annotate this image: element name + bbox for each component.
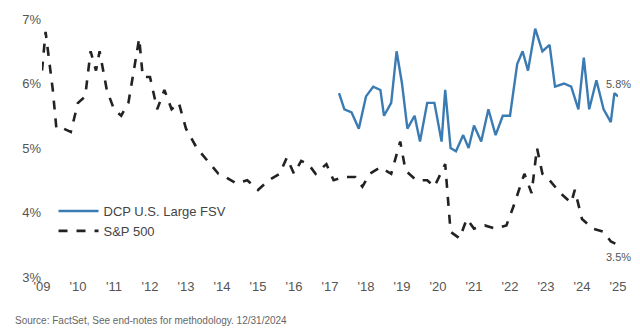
svg-text:'14: '14 [214,279,231,294]
svg-text:DCP U.S. Large FSV: DCP U.S. Large FSV [104,204,226,219]
svg-text:'12: '12 [142,279,159,294]
svg-text:'21: '21 [466,279,483,294]
svg-text:5.8%: 5.8% [606,78,631,90]
svg-text:'16: '16 [286,279,303,294]
svg-text:'24: '24 [574,279,591,294]
svg-text:'19: '19 [394,279,411,294]
svg-text:'23: '23 [538,279,555,294]
svg-text:7%: 7% [22,12,41,27]
svg-text:'17: '17 [322,279,339,294]
svg-text:3.5%: 3.5% [606,251,631,263]
svg-text:'25: '25 [610,279,627,294]
svg-text:Source: FactSet, See end-notes: Source: FactSet, See end-notes for metho… [15,315,287,326]
svg-text:'18: '18 [358,279,375,294]
svg-text:'15: '15 [250,279,267,294]
svg-text:'11: '11 [106,279,122,294]
svg-text:4%: 4% [22,205,41,220]
svg-text:3%: 3% [22,270,41,285]
svg-text:'09: '09 [34,279,51,294]
svg-text:6%: 6% [22,76,41,91]
svg-text:'22: '22 [502,279,519,294]
svg-text:5%: 5% [22,141,41,156]
svg-text:'10: '10 [70,279,87,294]
svg-text:'20: '20 [430,279,447,294]
svg-text:'13: '13 [178,279,195,294]
svg-text:S&P 500: S&P 500 [104,224,155,239]
